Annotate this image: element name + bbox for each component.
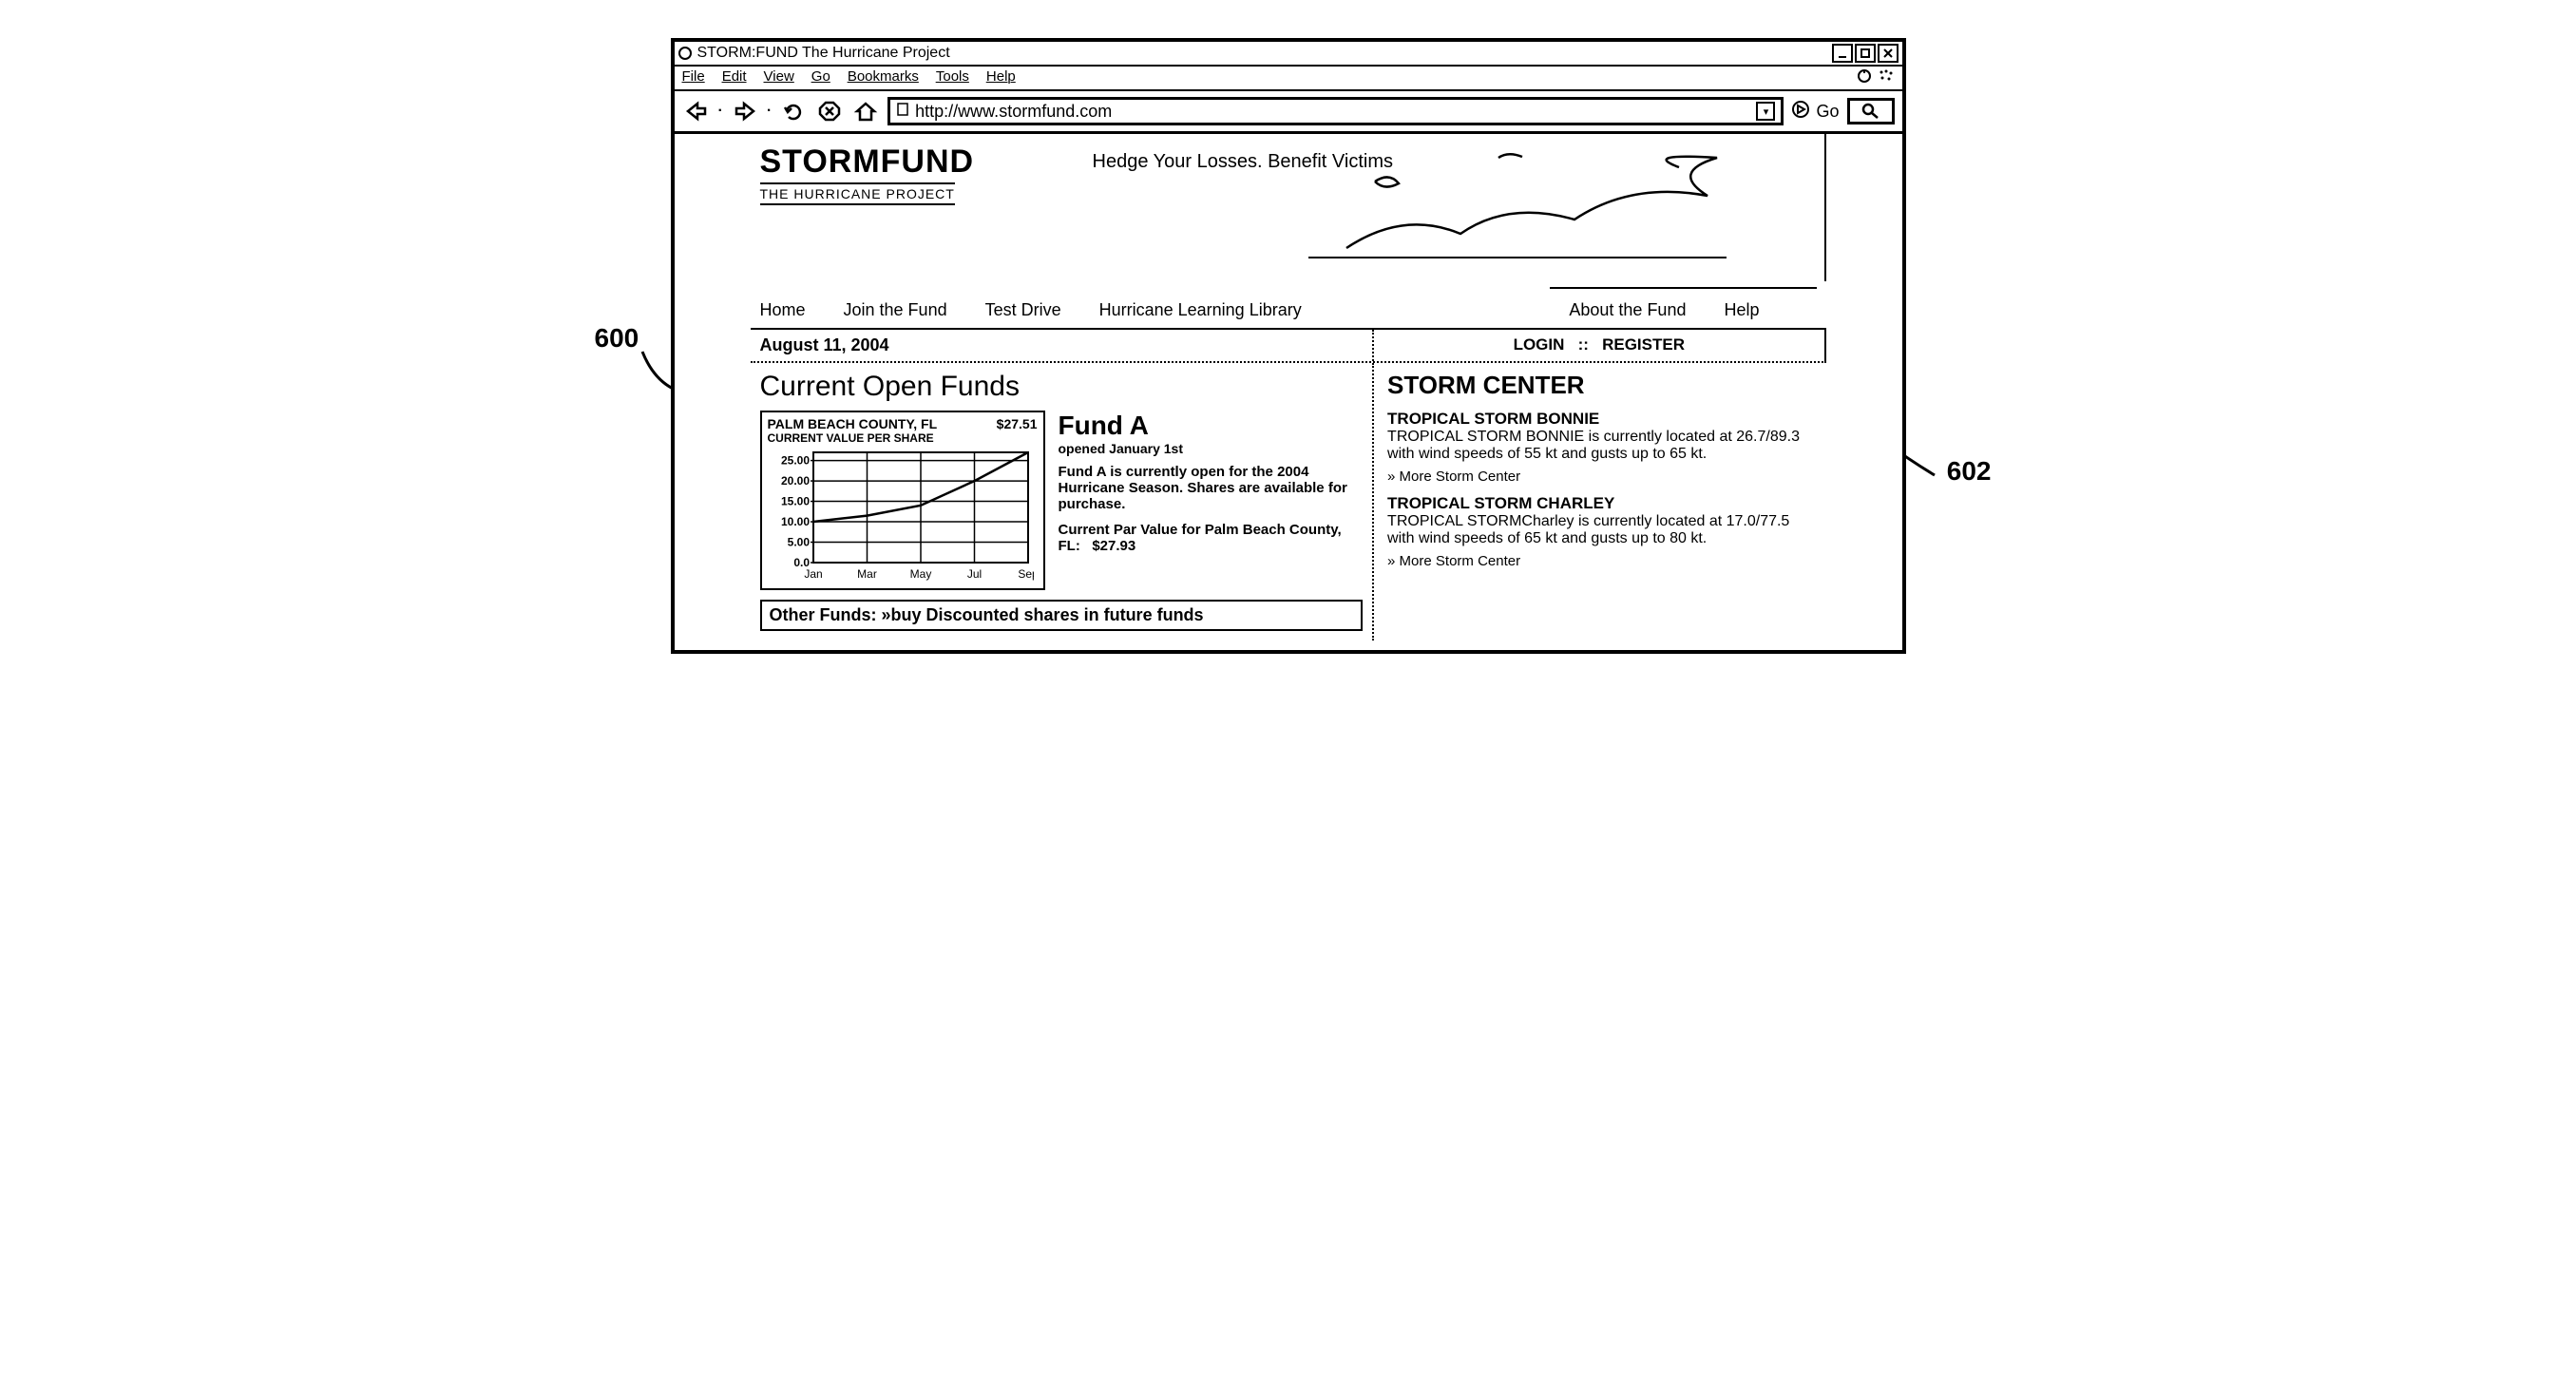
url-dropdown[interactable]: ▾ — [1756, 102, 1775, 121]
maximize-button[interactable] — [1855, 44, 1876, 63]
url-text: http://www.stormfund.com — [915, 102, 1112, 122]
window-title: STORM:FUND The Hurricane Project — [697, 45, 1832, 62]
content-columns: Current Open Funds PALM BEACH COUNTY, FL… — [751, 363, 1826, 641]
other-funds-bar[interactable]: Other Funds: »buy Discounted shares in f… — [760, 600, 1364, 631]
storm-more-link[interactable]: » More Storm Center — [1387, 553, 1816, 569]
go-icon[interactable] — [1791, 100, 1810, 124]
menu-help[interactable]: Help — [986, 68, 1016, 87]
brand-subtitle: THE HURRICANE PROJECT — [760, 182, 955, 205]
search-box[interactable] — [1847, 98, 1895, 124]
titlebar: STORM:FUND The Hurricane Project — [675, 42, 1902, 67]
storm-column: STORM CENTER TROPICAL STORM BONNIETROPIC… — [1374, 363, 1825, 641]
chart-location: PALM BEACH COUNTY, FL — [768, 416, 938, 431]
other-funds-prefix: Other Funds: — [770, 605, 877, 624]
fund-chart: Jan Mar May Jul Sep 25.00 20.00 15.00 10.00 5.00 0… — [768, 449, 1034, 582]
forward-button[interactable] — [731, 98, 759, 124]
other-funds-text: buy Discounted shares in future funds — [891, 605, 1204, 624]
fund-par-value: $27.93 — [1092, 538, 1135, 554]
stop-button[interactable] — [815, 98, 844, 124]
menu-file[interactable]: File — [682, 68, 705, 87]
svg-text:0.0: 0.0 — [793, 556, 810, 569]
svg-text:Sep: Sep — [1018, 567, 1034, 581]
nav-join[interactable]: Join the Fund — [844, 300, 947, 320]
main-nav: Home Join the Fund Test Drive Hurricane … — [751, 281, 1826, 330]
menu-edit[interactable]: Edit — [722, 68, 747, 87]
register-link[interactable]: REGISTER — [1602, 335, 1685, 354]
login-link[interactable]: LOGIN — [1514, 335, 1565, 354]
svg-text:5.00: 5.00 — [787, 536, 810, 549]
url-bar[interactable]: http://www.stormfund.com ▾ — [887, 97, 1784, 125]
home-button[interactable] — [851, 98, 880, 124]
fund-chart-box: PALM BEACH COUNTY, FL $27.51 CURRENT VAL… — [760, 411, 1045, 590]
fund-name: Fund A — [1059, 411, 1364, 441]
funds-title: Current Open Funds — [760, 371, 1364, 403]
annotation-602: 602 — [1947, 456, 1992, 487]
fund-opened: opened January 1st — [1059, 441, 1364, 456]
nav-library[interactable]: Hurricane Learning Library — [1099, 300, 1302, 320]
svg-text:20.00: 20.00 — [780, 474, 809, 488]
back-dropdown[interactable]: · — [718, 103, 723, 120]
chart-value-label: CURRENT VALUE PER SHARE — [768, 431, 1038, 445]
back-button[interactable] — [682, 98, 711, 124]
svg-text:May: May — [909, 567, 931, 581]
fund-description: Fund A is currently open for the 2004 Hu… — [1059, 464, 1364, 512]
activity-icon — [1878, 68, 1895, 87]
banner: STORMFUND THE HURRICANE PROJECT Hedge Yo… — [751, 134, 1826, 281]
nav-help[interactable]: Help — [1724, 300, 1759, 320]
auth-separator: :: — [1578, 335, 1589, 354]
menubar: File Edit View Go Bookmarks Tools Help — [675, 67, 1902, 91]
storm-item-title: TROPICAL STORM BONNIE — [1387, 410, 1816, 429]
go-label: Go — [1816, 102, 1839, 122]
toolbar: · · http://www.stormfund.com ▾ Go — [675, 91, 1902, 134]
minimize-button[interactable] — [1832, 44, 1853, 63]
page-content: STORMFUND THE HURRICANE PROJECT Hedge Yo… — [675, 134, 1902, 650]
throbber-icon — [1857, 68, 1872, 87]
globe-graphic — [1308, 143, 1823, 277]
page-date: August 11, 2004 — [751, 330, 1375, 361]
svg-text:Jul: Jul — [966, 567, 981, 581]
storm-center-title: STORM CENTER — [1387, 371, 1816, 400]
nav-about[interactable]: About the Fund — [1569, 300, 1686, 320]
browser-window: STORM:FUND The Hurricane Project File Ed… — [671, 38, 1906, 654]
svg-text:Jan: Jan — [804, 567, 822, 581]
close-button[interactable] — [1878, 44, 1899, 63]
storm-item-body: TROPICAL STORM BONNIE is currently locat… — [1387, 429, 1816, 463]
page-icon — [896, 102, 909, 122]
svg-text:15.00: 15.00 — [780, 495, 809, 508]
menu-bookmarks[interactable]: Bookmarks — [848, 68, 919, 87]
chart-current-value: $27.51 — [997, 416, 1038, 431]
storm-more-link[interactable]: » More Storm Center — [1387, 469, 1816, 485]
other-funds-chevron: » — [882, 605, 891, 624]
funds-column: Current Open Funds PALM BEACH COUNTY, FL… — [751, 363, 1375, 641]
menu-go[interactable]: Go — [811, 68, 830, 87]
svg-text:10.00: 10.00 — [780, 515, 809, 528]
svg-text:25.00: 25.00 — [780, 454, 809, 468]
date-auth-bar: August 11, 2004 LOGIN :: REGISTER — [751, 330, 1826, 363]
menu-tools[interactable]: Tools — [936, 68, 969, 87]
titlebar-icon — [678, 47, 692, 60]
storm-item-body: TROPICAL STORMCharley is currently locat… — [1387, 513, 1816, 547]
menu-view[interactable]: View — [764, 68, 794, 87]
reload-button[interactable] — [779, 98, 808, 124]
svg-text:Mar: Mar — [857, 567, 877, 581]
storm-item-title: TROPICAL STORM CHARLEY — [1387, 494, 1816, 513]
forward-dropdown[interactable]: · — [767, 103, 772, 120]
nav-home[interactable]: Home — [760, 300, 806, 320]
nav-testdrive[interactable]: Test Drive — [985, 300, 1061, 320]
